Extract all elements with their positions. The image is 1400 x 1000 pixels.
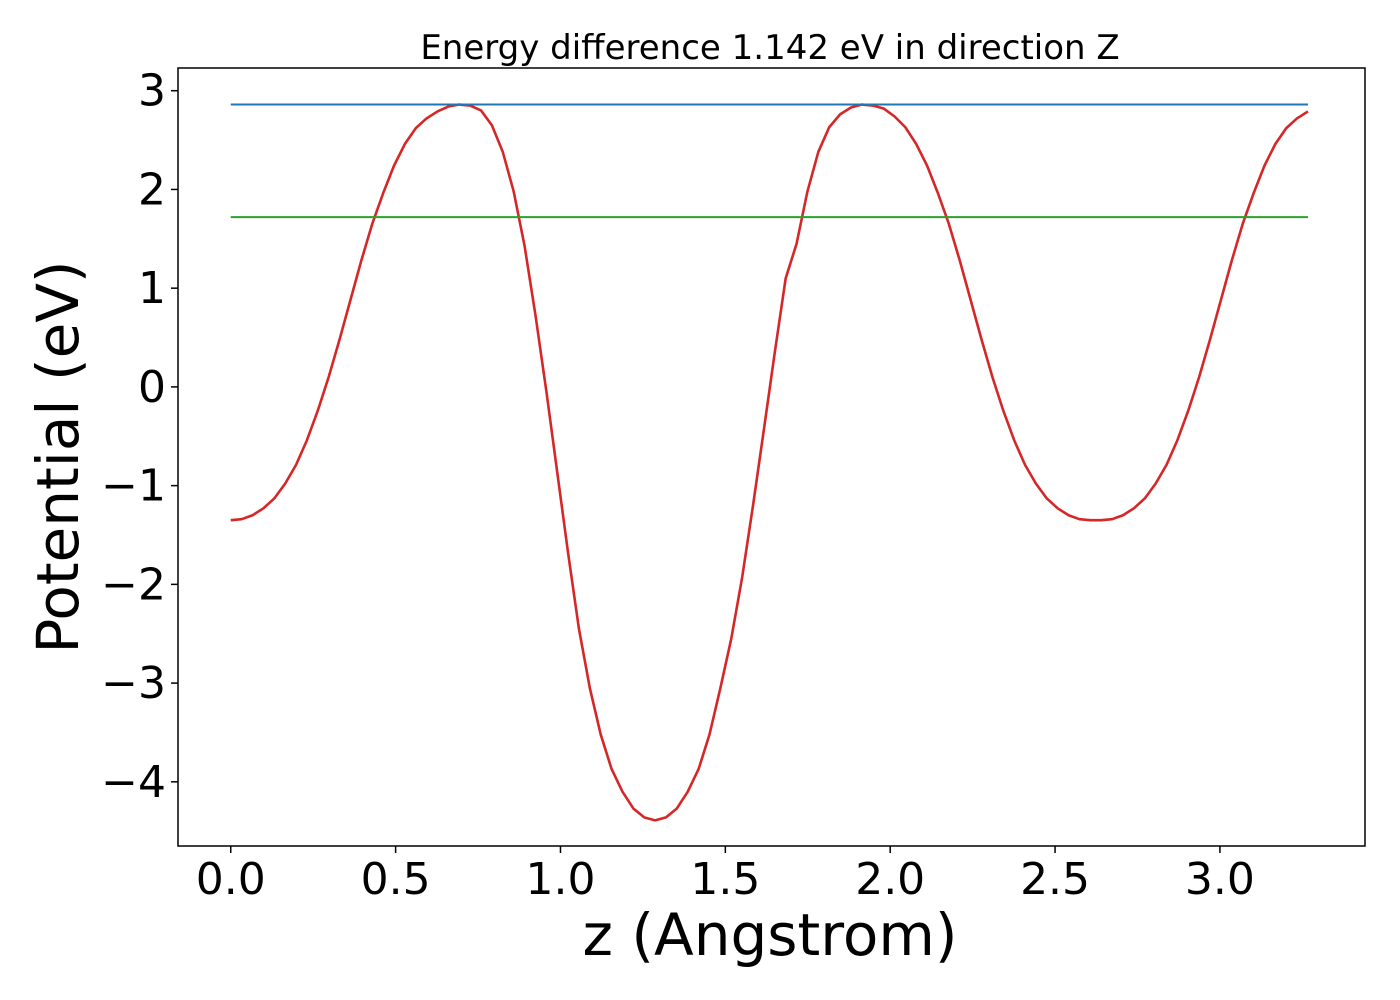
x-tick-label: 1.0	[525, 854, 595, 905]
x-tick-label: 1.5	[690, 854, 760, 905]
x-tick-label: 2.0	[855, 854, 925, 905]
y-tick-label: 0	[138, 362, 166, 413]
x-tick-label: 3.0	[1185, 854, 1255, 905]
potential-curve	[230, 103, 1309, 822]
series-layer	[230, 103, 1309, 822]
y-tick-label: 3	[138, 66, 166, 117]
x-tick-label: 0.5	[361, 854, 431, 905]
y-axis-ticks: −4 −3 −2 −1 0 1 2 3	[101, 66, 178, 808]
y-axis-label: Potential (eV)	[24, 260, 92, 653]
y-tick-label: −2	[101, 559, 166, 610]
x-axis-label: z (Angstrom)	[583, 901, 958, 969]
y-tick-label: 2	[138, 164, 166, 215]
chart-title: Energy difference 1.142 eV in direction …	[420, 28, 1119, 68]
y-tick-label: −1	[101, 461, 166, 512]
x-axis-ticks: 0.0 0.5 1.0 1.5 2.0 2.5 3.0	[196, 846, 1255, 905]
x-tick-label: 2.5	[1020, 854, 1090, 905]
x-tick-label: 0.0	[196, 854, 266, 905]
y-tick-label: −3	[101, 658, 166, 709]
plot-frame	[177, 67, 1366, 847]
y-tick-label: −4	[101, 757, 166, 808]
y-tick-label: 1	[138, 263, 166, 314]
